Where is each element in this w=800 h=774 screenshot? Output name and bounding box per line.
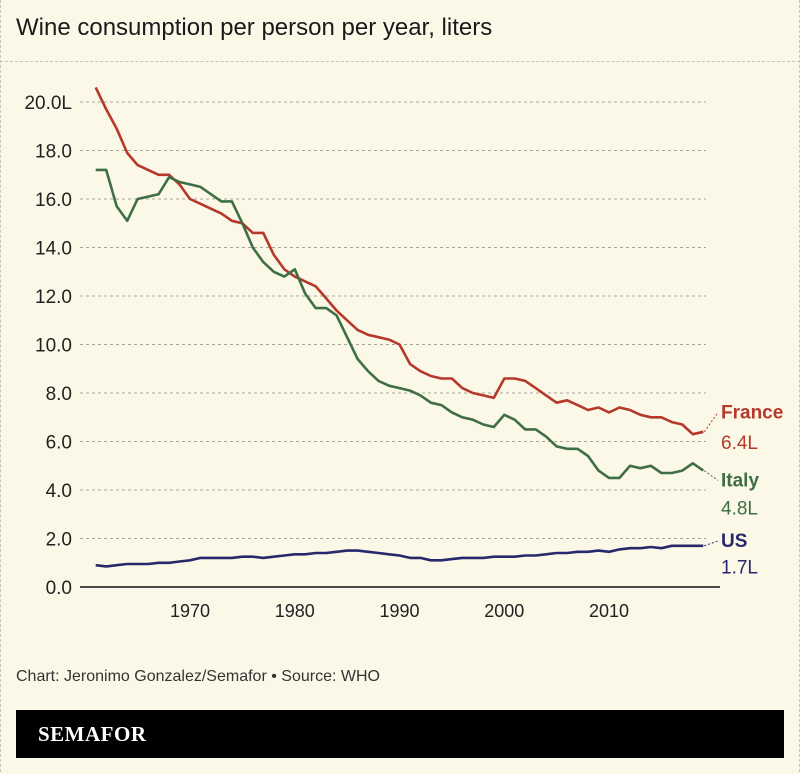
series-line-us bbox=[95, 544, 704, 568]
y-tick-label: 14.0 bbox=[35, 239, 72, 260]
label-leader bbox=[703, 412, 719, 433]
x-tick-label: 1970 bbox=[170, 601, 210, 621]
y-tick-label: 10.0 bbox=[35, 336, 72, 357]
series-end-value: 6.4L bbox=[721, 433, 758, 454]
x-tick-label: 1990 bbox=[379, 601, 419, 621]
series-label: France bbox=[721, 402, 783, 423]
x-tick-label: 2000 bbox=[484, 601, 524, 621]
series-label: US bbox=[721, 531, 747, 552]
y-tick-label: 6.0 bbox=[46, 433, 72, 454]
y-tick-label: 16.0 bbox=[35, 190, 72, 211]
y-tick-label: 0.0 bbox=[46, 578, 72, 599]
x-tick-label: 1980 bbox=[275, 601, 315, 621]
source-note: Chart: Jeronimo Gonzalez/Semafor • Sourc… bbox=[16, 668, 380, 685]
y-tick-label: 8.0 bbox=[46, 384, 72, 405]
title-divider bbox=[0, 61, 800, 62]
y-tick-label: 2.0 bbox=[46, 530, 72, 551]
x-tick-label: 2010 bbox=[589, 601, 629, 621]
y-tick-label: 12.0 bbox=[35, 287, 72, 308]
series-line-italy bbox=[95, 168, 705, 480]
series-label: Italy bbox=[721, 470, 759, 491]
series-end-value: 4.8L bbox=[721, 498, 758, 519]
y-tick-label: 18.0 bbox=[35, 142, 72, 163]
series-line-france bbox=[94, 86, 704, 436]
label-leader bbox=[703, 470, 719, 481]
brand-bar: SEMAFOR bbox=[16, 710, 784, 758]
chart-title: Wine consumption per person per year, li… bbox=[16, 14, 493, 41]
line-chart: 0.0 2.0 4.0 6.0 8.0 10.0 12.0 14.0 16.0 18.0 20.0L… bbox=[24, 86, 783, 621]
y-tick-label: 4.0 bbox=[46, 481, 72, 502]
series-end-value: 1.7L bbox=[721, 558, 758, 579]
semafor-logo: SEMAFOR bbox=[38, 722, 147, 746]
y-tick-label: 20.0L bbox=[24, 93, 72, 114]
label-leader bbox=[704, 540, 719, 547]
